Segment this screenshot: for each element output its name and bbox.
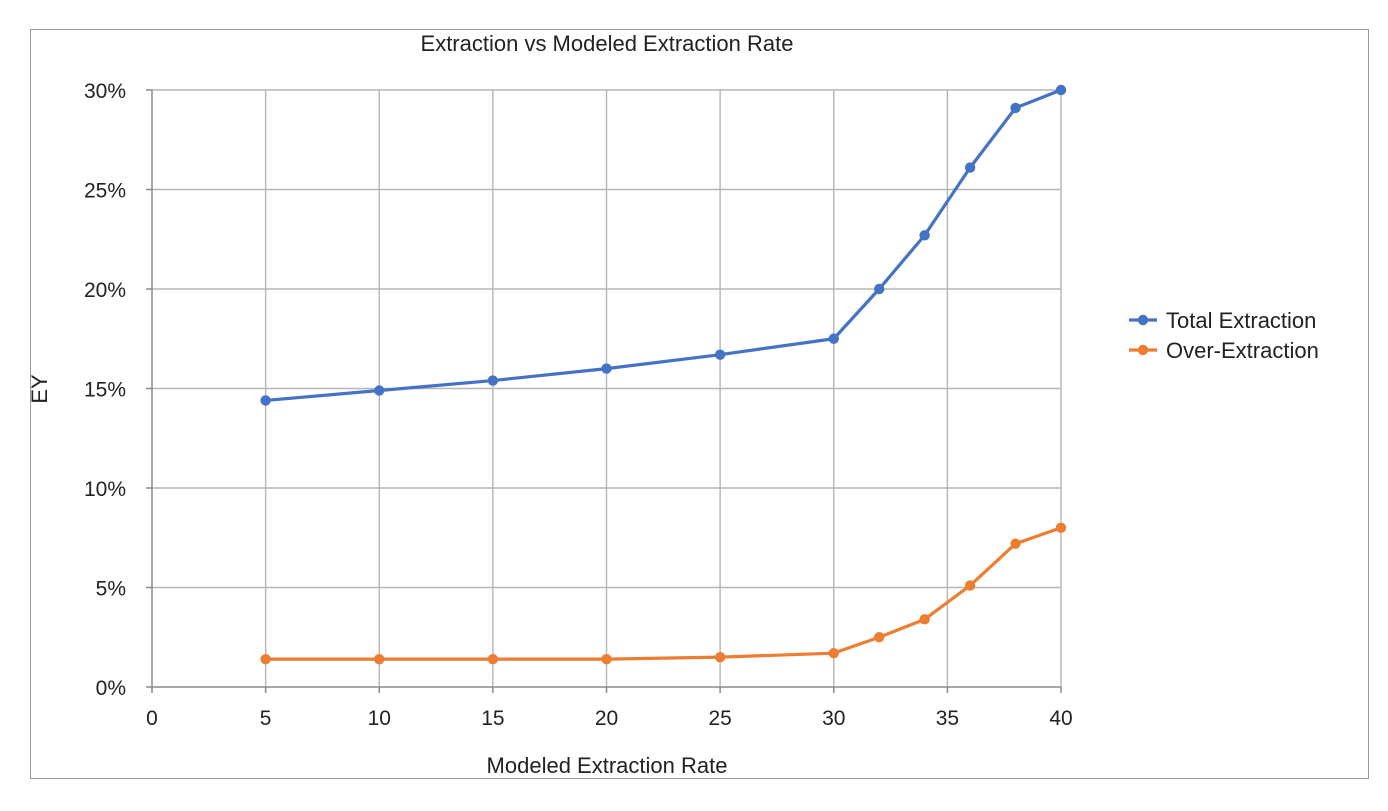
data-point	[828, 333, 839, 344]
legend-label: Total Extraction	[1166, 308, 1316, 333]
y-tick-label: 15%	[84, 379, 126, 402]
legend-item: Over-Extraction	[1129, 338, 1319, 363]
y-tick-label: 20%	[84, 279, 126, 302]
data-point	[714, 651, 726, 663]
data-point	[919, 230, 930, 241]
series-line	[264, 88, 1063, 403]
x-axis-title: Modeled Extraction Rate	[487, 753, 728, 778]
x-tick-label: 15	[481, 707, 504, 730]
data-point	[374, 385, 385, 396]
x-tick-label: 5	[260, 707, 272, 730]
x-tick-label: 0	[146, 707, 158, 730]
x-tick-label: 30	[822, 707, 845, 730]
data-point	[487, 375, 499, 386]
legend-item: Total Extraction	[1129, 308, 1316, 333]
data-point	[874, 283, 885, 295]
data-point	[1010, 538, 1021, 549]
data-point	[964, 580, 976, 591]
series-1	[260, 522, 1067, 665]
x-tick-label: 10	[368, 707, 391, 730]
y-tick-label: 10%	[84, 478, 126, 501]
legend-swatch-marker	[1137, 344, 1149, 356]
data-point	[828, 647, 839, 659]
chart-title: Extraction vs Modeled Extraction Rate	[421, 31, 794, 56]
series-0	[260, 84, 1067, 406]
x-tick-label: 40	[1049, 707, 1072, 730]
x-tick-label: 20	[595, 707, 618, 730]
x-tick-label: 25	[708, 707, 731, 730]
legend-swatch-marker	[1137, 314, 1149, 326]
x-tick-label: 35	[936, 707, 959, 730]
legend: Total Extraction Over-Extraction	[1129, 308, 1319, 363]
data-point	[919, 614, 930, 625]
y-axis-title: EY	[27, 374, 52, 404]
y-tick-label: 30%	[84, 80, 126, 103]
data-point	[260, 395, 271, 406]
series-layer	[260, 84, 1067, 665]
axes	[146, 89, 1062, 693]
data-point	[964, 162, 976, 173]
series-line	[264, 526, 1063, 661]
y-tick-label: 5%	[96, 578, 126, 601]
data-point	[1010, 102, 1021, 114]
tick-labels: 0% 5% 10% 15% 20% 25% 30% 0 5 10 15 20 25 30 35 40	[84, 80, 1073, 730]
grid	[152, 89, 1062, 687]
y-tick-label: 0%	[96, 677, 126, 700]
data-point	[1055, 84, 1067, 96]
data-point	[714, 349, 726, 360]
data-point	[874, 632, 885, 643]
data-point	[260, 653, 271, 665]
y-tick-label: 25%	[84, 180, 126, 203]
legend-label: Over-Extraction	[1166, 338, 1319, 363]
data-point	[601, 363, 612, 374]
data-point	[601, 653, 612, 665]
chart-frame	[30, 29, 1369, 779]
data-point	[374, 653, 385, 665]
data-point	[487, 653, 499, 665]
data-point	[1055, 522, 1067, 533]
